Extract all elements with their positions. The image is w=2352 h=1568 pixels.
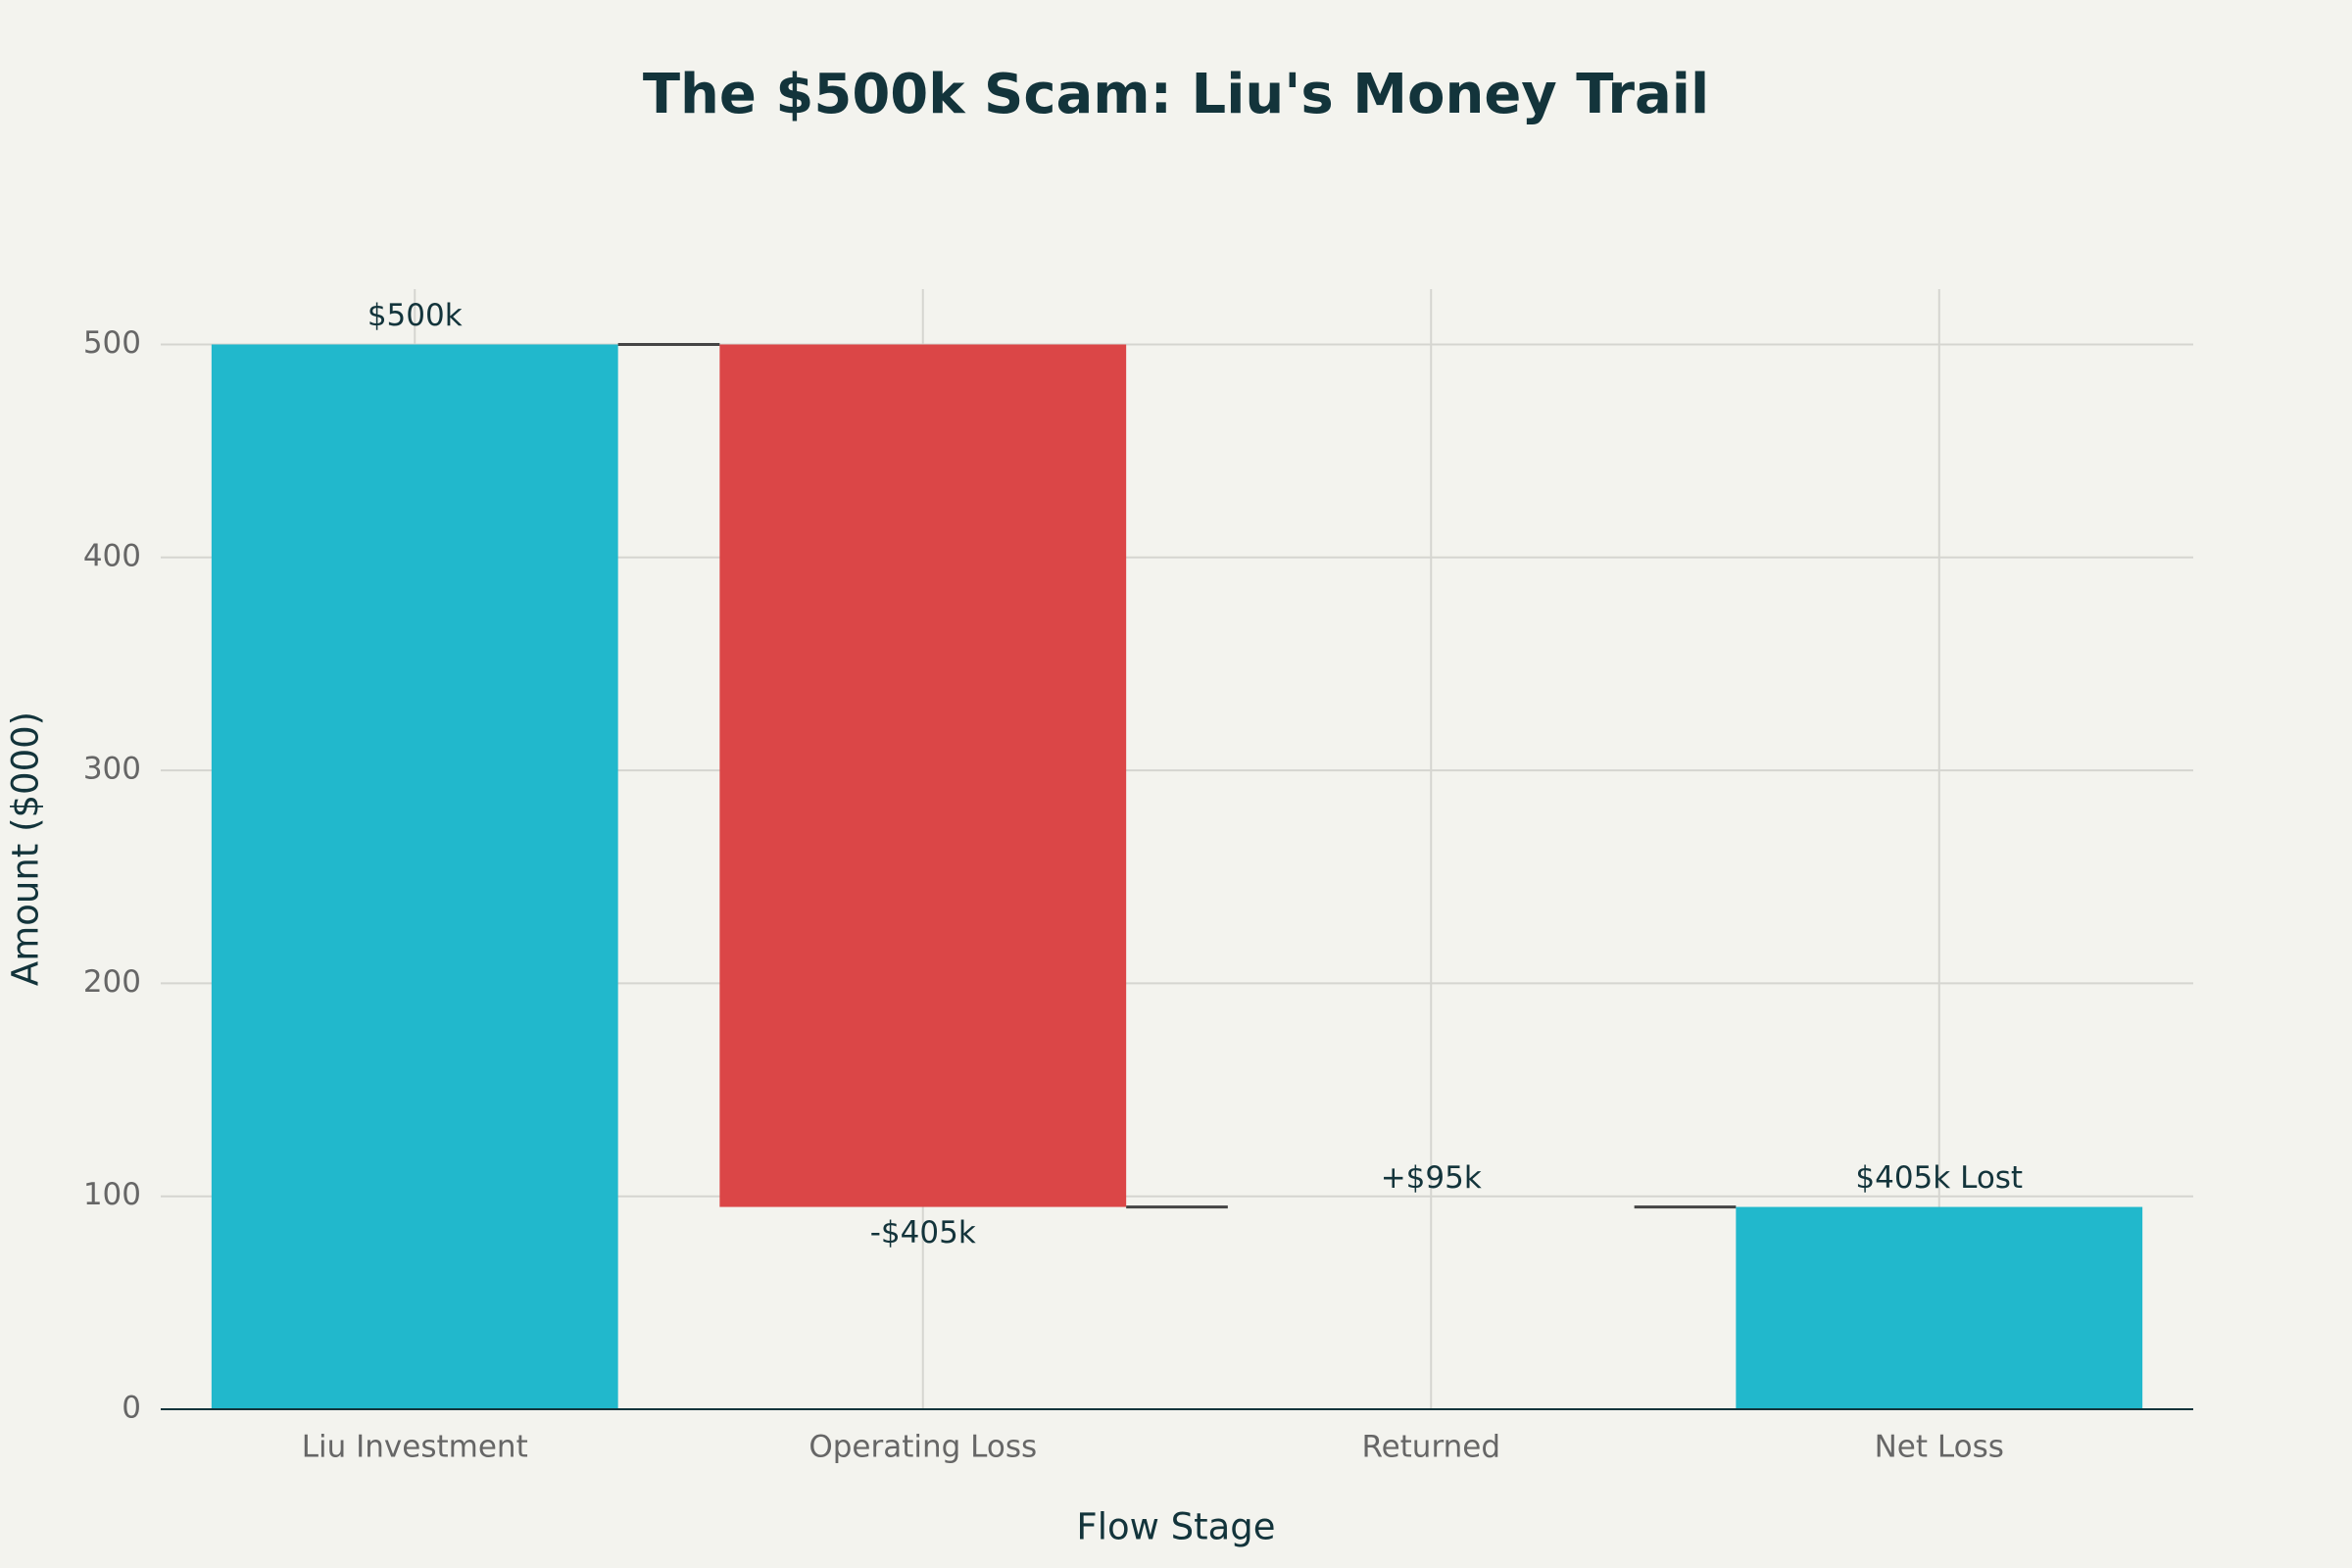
x-tick-label: Operating Loss — [808, 1430, 1037, 1465]
x-tick-label: Net Loss — [1875, 1430, 2004, 1465]
bar-annotation: $405k Lost — [1855, 1160, 2023, 1196]
y-tick-label: 100 — [83, 1177, 141, 1212]
y-tick-label: 200 — [83, 964, 141, 1000]
bar — [211, 344, 618, 1410]
bar-annotation: $500k — [368, 298, 463, 333]
y-axis-title: Amount ($000) — [5, 711, 47, 986]
y-tick-label: 0 — [122, 1391, 141, 1426]
bar-annotation: +$95k — [1381, 1160, 1482, 1196]
y-tick-label: 500 — [83, 325, 141, 361]
chart-title: The $500k Scam: Liu's Money Trail — [643, 63, 1709, 126]
x-tick-label: Liu Investment — [302, 1430, 528, 1465]
bar-annotation: -$405k — [870, 1215, 976, 1250]
bar — [719, 344, 1127, 1207]
x-axis-title: Flow Stage — [1076, 1506, 1275, 1548]
x-tick-label: Returned — [1361, 1430, 1500, 1465]
bar — [1736, 1206, 2143, 1409]
y-tick-label: 400 — [83, 538, 141, 573]
y-tick-label: 300 — [83, 752, 141, 787]
